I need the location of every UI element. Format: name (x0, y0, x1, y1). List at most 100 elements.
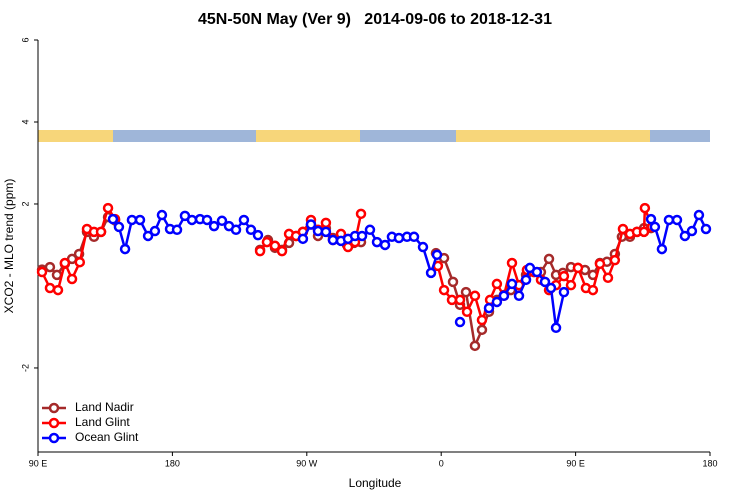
point (245, 224, 257, 236)
point (425, 267, 437, 279)
land-band (456, 130, 650, 142)
point (645, 213, 657, 225)
x-axis-title: Longitude (349, 476, 402, 490)
y-tick-label: 4 (20, 119, 30, 124)
point (44, 282, 56, 294)
point (506, 278, 518, 290)
y-tick-label: -2 (20, 364, 30, 372)
y-tick-label: 2 (20, 201, 30, 206)
point (506, 257, 518, 269)
x-tick-label: 180 (702, 458, 717, 468)
point (149, 225, 161, 237)
point (95, 226, 107, 238)
point (59, 257, 71, 269)
point (639, 202, 651, 214)
point (269, 240, 281, 252)
x-tick-label: 90 E (29, 458, 48, 468)
point (446, 294, 458, 306)
point (671, 214, 683, 226)
point (550, 322, 562, 334)
point (545, 282, 557, 294)
point (491, 278, 503, 290)
point (320, 226, 332, 238)
point (305, 219, 317, 230)
point (454, 316, 466, 328)
point (74, 256, 86, 268)
point (261, 236, 273, 248)
point (126, 214, 138, 226)
legend-marker (48, 432, 60, 444)
point (483, 302, 495, 314)
point (460, 286, 472, 298)
point (638, 226, 650, 238)
point (491, 296, 503, 308)
legend-label: Land Glint (75, 415, 130, 429)
point (113, 221, 125, 233)
point (297, 233, 309, 245)
point (156, 209, 168, 221)
point (431, 249, 443, 261)
point (186, 214, 198, 226)
point (142, 230, 154, 242)
point (134, 214, 146, 226)
point (587, 284, 599, 296)
point (558, 270, 570, 282)
x-tick-label: 90 E (566, 458, 585, 468)
point (679, 230, 691, 242)
point (252, 229, 264, 241)
point (602, 272, 614, 284)
point (438, 284, 450, 296)
point (461, 306, 473, 318)
point (417, 241, 429, 253)
land-ocean-strip (38, 130, 710, 142)
point (469, 290, 481, 302)
point (216, 215, 228, 227)
point (119, 243, 131, 255)
point (565, 279, 577, 291)
point (572, 262, 584, 274)
legend-marker (48, 417, 60, 429)
point (364, 224, 376, 236)
point (107, 213, 119, 225)
point (476, 324, 488, 336)
x-tick-label: 90 W (296, 458, 318, 468)
point (594, 258, 606, 270)
land-band (38, 130, 113, 142)
y-axis-title: XCO2 - MLO trend (ppm) (2, 179, 16, 314)
y-tick-label: 6 (20, 37, 30, 42)
point (379, 239, 391, 251)
point (609, 254, 621, 266)
land-band (256, 130, 360, 142)
point (520, 274, 532, 286)
point (476, 314, 488, 326)
series-line (112, 212, 708, 329)
chart-title: 45N-50N May (Ver 9) 2014-09-06 to 2018-1… (198, 11, 552, 28)
point (686, 225, 698, 237)
point (44, 261, 56, 273)
x-tick-label: 0 (439, 458, 444, 468)
point (498, 290, 510, 302)
point (469, 340, 481, 352)
point (102, 202, 114, 214)
point (539, 276, 551, 288)
point (513, 290, 525, 302)
point (393, 232, 405, 244)
point (656, 243, 668, 255)
point (649, 221, 661, 233)
point (52, 284, 64, 296)
legend-marker (48, 402, 60, 414)
point (66, 273, 78, 285)
point (617, 223, 629, 235)
point (693, 209, 705, 221)
point (408, 231, 420, 243)
legend-label: Land Nadir (75, 400, 134, 414)
legend-label: Ocean Glint (75, 430, 139, 444)
point (208, 220, 220, 232)
point (531, 266, 543, 278)
point (447, 276, 459, 288)
point (558, 286, 570, 298)
x-tick-label: 180 (165, 458, 180, 468)
point (238, 214, 250, 226)
point (327, 234, 339, 246)
